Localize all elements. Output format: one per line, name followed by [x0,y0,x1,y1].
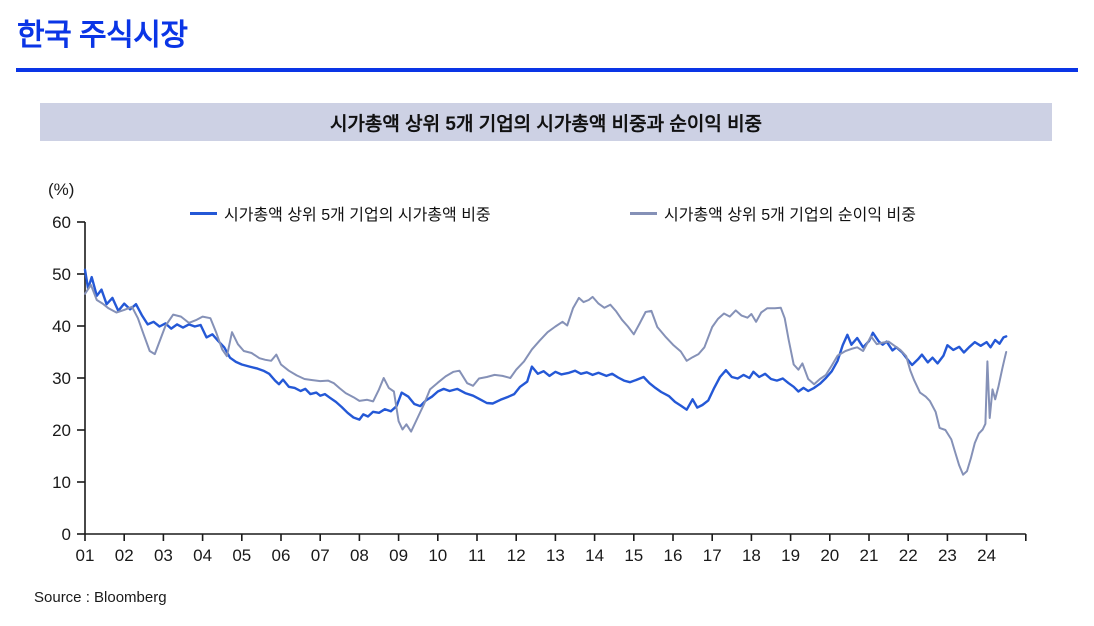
svg-text:11: 11 [468,546,486,565]
title-divider [16,68,1078,72]
source-caption: Source : Bloomberg [34,589,167,606]
svg-text:21: 21 [860,546,879,565]
svg-text:04: 04 [193,546,212,565]
legend-item-netprofit-share: 시가총액 상위 5개 기업의 순이익 비중 [630,204,916,224]
svg-text:16: 16 [664,546,683,565]
svg-text:60: 60 [52,213,71,232]
svg-text:06: 06 [272,546,291,565]
svg-text:23: 23 [938,546,957,565]
svg-text:22: 22 [899,546,918,565]
svg-text:14: 14 [585,546,604,565]
svg-text:10: 10 [428,546,447,565]
legend-line-netprofit-share-icon [630,211,657,215]
svg-text:12: 12 [507,546,526,565]
svg-text:05: 05 [232,546,251,565]
legend-line-marketcap-share-icon [190,211,217,215]
svg-text:17: 17 [703,546,722,565]
svg-text:08: 08 [350,546,369,565]
svg-text:02: 02 [115,546,134,565]
svg-text:10: 10 [52,473,71,492]
svg-text:0: 0 [62,525,71,544]
chart-title: 시가총액 상위 5개 기업의 시가총액 비중과 순이익 비중 [329,113,763,135]
svg-text:09: 09 [389,546,408,565]
legend-label-marketcap-share: 시가총액 상위 5개 기업의 시가총액 비중 [224,207,491,224]
svg-text:03: 03 [154,546,173,565]
legend-label-netprofit-share: 시가총액 상위 5개 기업의 순이익 비중 [664,207,916,224]
svg-text:50: 50 [52,265,71,284]
svg-text:40: 40 [52,317,71,336]
page-title: 한국 주식시장 [17,19,188,52]
svg-text:30: 30 [52,369,71,388]
svg-text:07: 07 [311,546,330,565]
svg-text:15: 15 [624,546,643,565]
svg-text:20: 20 [820,546,839,565]
svg-text:19: 19 [781,546,800,565]
svg-text:20: 20 [52,421,71,440]
legend-item-marketcap-share: 시가총액 상위 5개 기업의 시가총액 비중 [190,204,491,224]
svg-text:24: 24 [977,546,996,565]
svg-text:01: 01 [76,546,95,565]
chart-title-banner: 시가총액 상위 5개 기업의 시가총액 비중과 순이익 비중 [40,103,1052,141]
y-axis-unit-label: (%) [48,180,75,199]
svg-text:13: 13 [546,546,565,565]
svg-text:18: 18 [742,546,761,565]
